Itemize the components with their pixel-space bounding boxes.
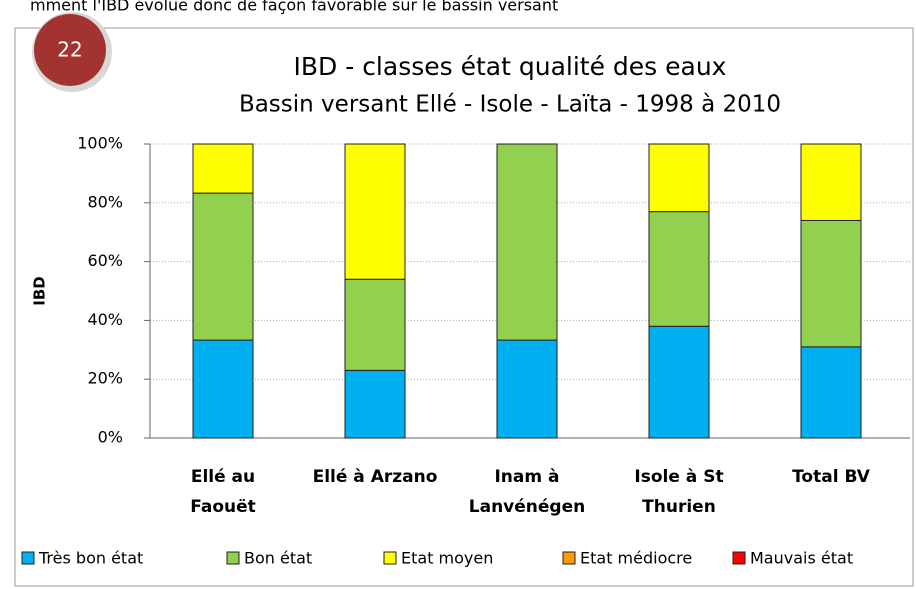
bar-segment (192, 143, 254, 194)
legend-swatch (226, 551, 240, 565)
x-tick-label: Total BV (792, 467, 871, 487)
x-tick-label: Inam à (494, 467, 559, 487)
y-axis-label: IBD (31, 276, 49, 305)
bar-segment (648, 325, 710, 439)
bar-segment (648, 211, 710, 327)
y-tick-label: 100% (77, 134, 123, 153)
bar-segment (496, 143, 558, 341)
bar-segment (800, 219, 862, 348)
x-tick-label: Thurien (642, 497, 716, 517)
y-tick-label: 60% (87, 251, 123, 270)
bar-segment (496, 339, 558, 439)
legend-swatch (732, 551, 746, 565)
legend-swatch (562, 551, 576, 565)
bar-segment (800, 346, 862, 439)
legend-label: Etat médiocre (580, 549, 692, 568)
bar-segment (344, 369, 406, 439)
chart-frame (14, 27, 914, 587)
legend-label: Etat moyen (401, 549, 493, 568)
bar-segment (648, 143, 710, 213)
y-tick-label: 40% (87, 310, 123, 329)
bar-segment (800, 143, 862, 221)
y-tick-label: 80% (87, 192, 123, 211)
badge (34, 14, 106, 86)
bar-segment (192, 339, 254, 439)
x-tick-label: Ellé au (191, 467, 255, 487)
legend-label: Mauvais état (750, 549, 853, 568)
legend-swatch (383, 551, 397, 565)
legend-label: Bon état (244, 549, 312, 568)
y-tick-label: 0% (98, 428, 123, 447)
x-tick-label: Lanvénégen (469, 497, 585, 517)
chart-subtitle: Bassin versant Ellé - Isole - Laïta - 19… (239, 92, 781, 118)
legend-swatch (21, 551, 35, 565)
y-tick-label: 20% (87, 369, 123, 388)
chart-title: IBD - classes état qualité des eaux (294, 52, 727, 81)
x-tick-label: Ellé à Arzano (313, 467, 438, 487)
bar-segment (344, 143, 406, 280)
bar-segment (192, 192, 254, 341)
x-tick-label: Isole à St (634, 467, 723, 487)
badge-text: 22 (57, 38, 82, 62)
legend-label: Très bon état (38, 549, 143, 568)
header-text: mment l'IBD évolue donc de façon favorab… (30, 0, 558, 15)
x-tick-label: Faouët (190, 497, 256, 517)
bar-segment (344, 278, 406, 371)
